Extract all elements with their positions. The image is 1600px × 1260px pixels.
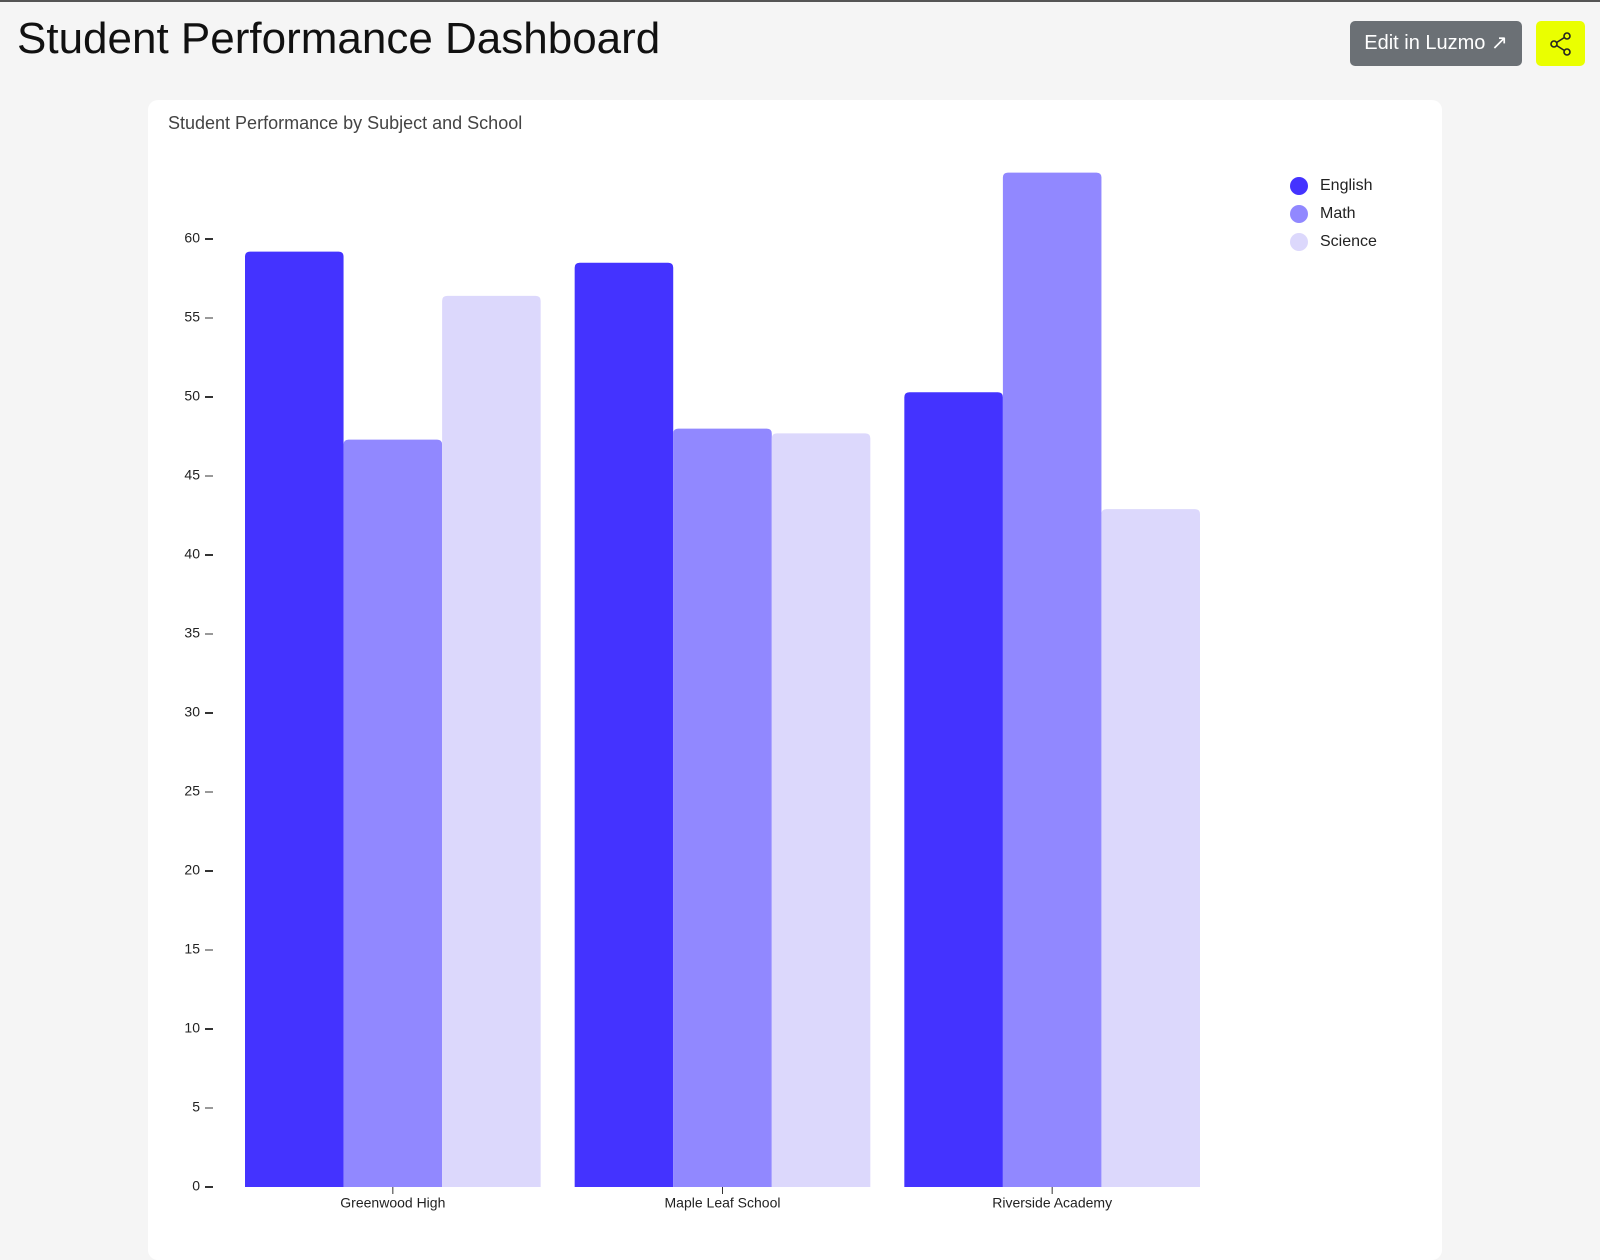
x-tick-label: Greenwood High [340, 1195, 445, 1211]
bar [343, 439, 443, 1187]
legend-swatch [1290, 205, 1308, 223]
y-tick-label: 35 [184, 625, 200, 641]
legend-swatch [1290, 177, 1308, 195]
legend-swatch [1290, 233, 1308, 251]
y-tick-label: 60 [184, 230, 200, 246]
chart-title: Student Performance by Subject and Schoo… [168, 113, 522, 133]
y-tick-label: 45 [184, 467, 200, 483]
bar [1101, 509, 1200, 1187]
share-icon [1550, 32, 1571, 56]
chart: Student Performance by Subject and Schoo… [168, 113, 1377, 1211]
bar [904, 392, 1003, 1187]
y-tick-label: 40 [184, 546, 200, 562]
bar [574, 262, 674, 1187]
share-button[interactable] [1536, 21, 1585, 66]
dashboard-title: Student Performance Dashboard [17, 14, 661, 63]
bar [771, 433, 871, 1188]
y-tick-label: 0 [192, 1178, 200, 1194]
bar [1002, 172, 1102, 1187]
top-border [0, 0, 1600, 2]
y-tick-label: 5 [192, 1099, 200, 1115]
page: Student Performance Dashboard Edit in Lu… [0, 0, 1600, 1211]
bar [442, 295, 541, 1187]
x-tick-label: Riverside Academy [992, 1195, 1112, 1211]
y-tick-label: 55 [184, 309, 200, 325]
x-tick-label: Maple Leaf School [665, 1195, 781, 1211]
y-tick-label: 25 [184, 783, 200, 799]
y-tick-label: 20 [184, 862, 200, 878]
bar [673, 428, 772, 1188]
y-tick-label: 50 [184, 388, 200, 404]
edit-button[interactable]: Edit in Luzmo ↗ [1350, 21, 1522, 66]
legend-label: English [1320, 177, 1372, 194]
y-tick-label: 30 [184, 704, 200, 720]
legend-label: Math [1320, 205, 1356, 222]
legend-label: Science [1320, 233, 1377, 250]
y-tick-label: 15 [184, 941, 200, 957]
bar [245, 251, 344, 1187]
y-tick-label: 10 [184, 1020, 200, 1036]
